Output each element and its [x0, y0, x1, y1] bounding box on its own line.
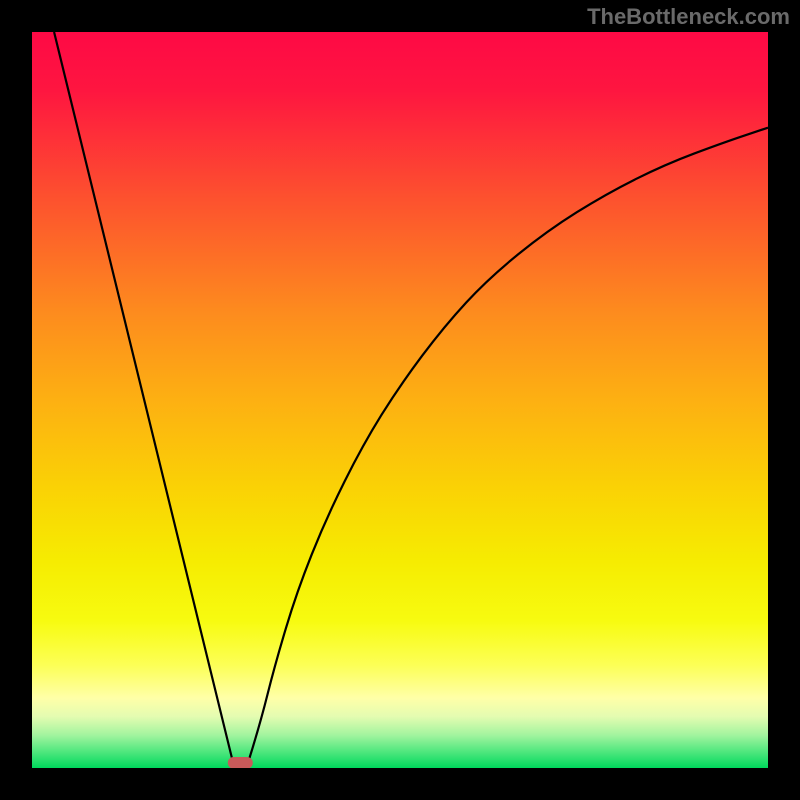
plot-area [32, 32, 768, 768]
watermark-text: TheBottleneck.com [587, 4, 790, 30]
optimum-marker [228, 757, 253, 768]
chart-container: TheBottleneck.com [0, 0, 800, 800]
gradient-background [32, 32, 768, 768]
chart-svg [32, 32, 768, 768]
